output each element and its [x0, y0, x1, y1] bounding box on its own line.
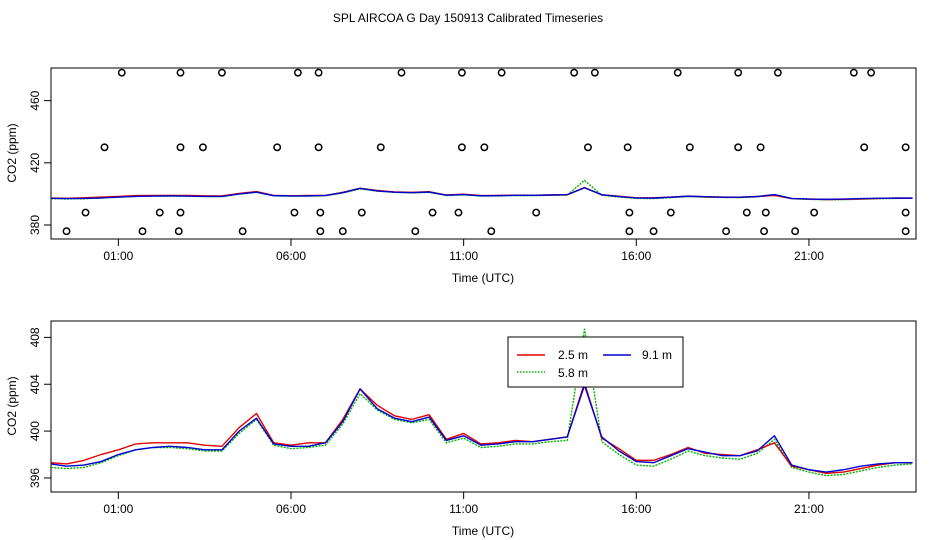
top-scatter-point: [176, 68, 185, 77]
top-plot-frame: [50, 67, 917, 240]
top-scatter-point: [867, 68, 876, 77]
bottom-ylabel: CO2 (ppm): [5, 376, 19, 435]
top-ylabel: CO2 (ppm): [5, 123, 19, 182]
top-scatter-point: [860, 143, 869, 152]
top-scatter-point: [722, 227, 731, 236]
top-scatter-point: [176, 208, 185, 217]
top-xtick-label: 21:00: [794, 249, 824, 263]
top-scatter-point: [791, 227, 800, 236]
top-scatter-point: [756, 143, 765, 152]
top-scatter-point: [590, 68, 599, 77]
legend-label-9-1m: 9.1 m: [642, 348, 672, 362]
top-scatter-point: [290, 208, 299, 217]
top-scatter-point: [810, 208, 819, 217]
top-scatter-point: [849, 68, 858, 77]
top-xtick-label: 01:00: [103, 249, 133, 263]
top-scatter-point: [62, 227, 71, 236]
top-scatter-point: [155, 208, 164, 217]
top-series-2-5-m: [50, 186, 913, 201]
top-xlabel: Time (UTC): [452, 271, 514, 285]
top-ytick-label: 460: [28, 90, 42, 110]
top-scatter-point: [428, 208, 437, 217]
top-scatter-point: [625, 227, 634, 236]
top-scatter-point: [357, 208, 366, 217]
top-scatter-point: [761, 208, 770, 217]
top-scatter-point: [81, 208, 90, 217]
top-scatter-point: [734, 68, 743, 77]
top-scatter-point: [314, 143, 323, 152]
top-scatter-point: [138, 227, 147, 236]
top-scatter-point: [174, 227, 183, 236]
legend-label-5-8m: 5.8 m: [558, 366, 588, 380]
top-scatter-point: [198, 143, 207, 152]
bottom-xtick-label: 21:00: [794, 502, 824, 516]
top-xtick-label: 11:00: [449, 249, 478, 263]
top-series-9-1-m: [50, 187, 913, 201]
bottom-xtick-label: 11:00: [449, 502, 478, 516]
top-scatter-point: [293, 68, 302, 77]
top-scatter-point: [376, 143, 385, 152]
top-scatter-point: [734, 143, 743, 152]
top-scatter-point: [316, 208, 325, 217]
top-scatter-point: [666, 208, 675, 217]
top-scatter-point: [100, 143, 109, 152]
bottom-xtick-label: 16:00: [621, 502, 651, 516]
legend: 2.5 m 9.1 m 5.8 m: [507, 336, 684, 388]
legend-label-2-5m: 2.5 m: [558, 348, 588, 362]
bottom-ytick-label: 396: [28, 468, 42, 488]
bottom-series-2-5-m: [50, 382, 913, 474]
top-scatter-point: [625, 208, 634, 217]
bottom-plot-frame: [50, 320, 917, 493]
top-scatter-point: [901, 227, 910, 236]
chart-title: SPL AIRCOA G Day 150913 Calibrated Times…: [333, 11, 603, 25]
top-scatter-point: [217, 68, 226, 77]
top-scatter-point: [273, 143, 282, 152]
top-scatter-point: [532, 208, 541, 217]
bottom-ytick-label: 404: [28, 374, 42, 394]
bottom-ytick-label: 408: [28, 327, 42, 347]
top-scatter-point: [314, 68, 323, 77]
bottom-xlabel: Time (UTC): [452, 524, 514, 538]
top-scatter-point: [176, 143, 185, 152]
bottom-xtick-label: 01:00: [103, 502, 133, 516]
top-scatter-point: [685, 143, 694, 152]
top-scatter-point: [623, 143, 632, 152]
top-scatter-point: [760, 227, 769, 236]
bottom-ytick-label: 400: [28, 421, 42, 441]
bottom-series-9-1-m: [50, 384, 913, 473]
top-scatter-point: [480, 143, 489, 152]
top-scatter-point: [338, 227, 347, 236]
top-xtick-label: 16:00: [621, 249, 651, 263]
top-scatter-point: [901, 208, 910, 217]
top-scatter-point: [411, 227, 420, 236]
top-scatter-point: [584, 143, 592, 152]
top-scatter-point: [570, 68, 579, 77]
top-scatter-point: [454, 208, 463, 217]
top-xtick-label: 06:00: [276, 249, 306, 263]
top-scatter-point: [238, 227, 247, 236]
top-scatter-point: [117, 68, 126, 77]
legend-box: [507, 336, 684, 388]
top-scatter-point: [649, 227, 658, 236]
top-ytick-label: 420: [28, 152, 42, 172]
top-panel: 01:00 06:00 11:00 16:00 21:00 380 420 460 Time …: [5, 67, 917, 285]
top-scatter-point: [487, 227, 496, 236]
bottom-panel: 01:00 06:00 11:00 16:00 21:00 396 400 404 408 Ti…: [5, 320, 917, 538]
top-scatter-point: [497, 68, 506, 77]
bottom-xtick-label: 06:00: [276, 502, 306, 516]
top-scatter-point: [773, 68, 782, 77]
top-scatter-point: [457, 143, 466, 152]
top-scatter-point: [673, 68, 682, 77]
bottom-series-5-8-m: [50, 328, 913, 477]
top-scatter-point: [901, 143, 910, 152]
top-scatter-point: [397, 68, 406, 77]
top-scatter-point: [742, 208, 751, 217]
top-scatter-point: [457, 68, 466, 77]
top-ytick-label: 380: [28, 215, 42, 235]
top-scatter-point: [316, 227, 325, 236]
